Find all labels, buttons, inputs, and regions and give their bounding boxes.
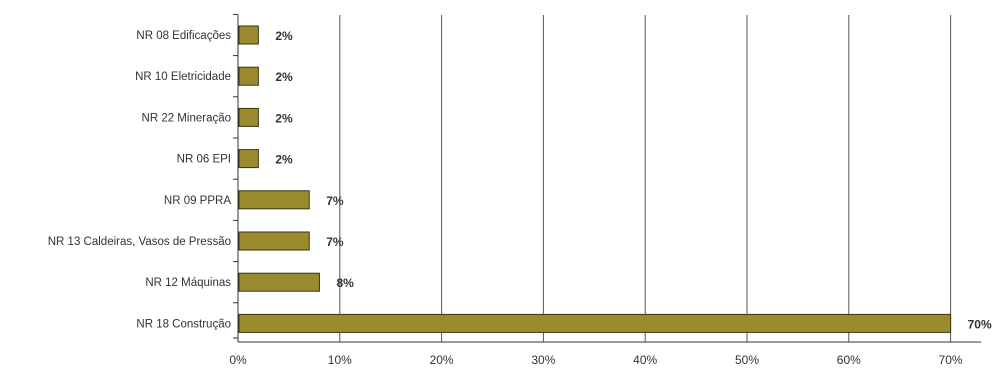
category-label: NR 13 Caldeiras, Vasos de Pressão [48, 236, 231, 248]
bar [238, 313, 952, 333]
data-label: 2% [275, 111, 293, 125]
bar [238, 66, 259, 86]
category-label: NR 22 Mineração [142, 112, 231, 124]
data-label: 8% [336, 276, 354, 290]
bar [238, 25, 259, 45]
data-label: 2% [275, 153, 293, 167]
bar [238, 272, 320, 292]
x-tick-label: 70% [939, 353, 963, 367]
x-tick-label: 50% [735, 353, 759, 367]
data-label: 2% [275, 70, 293, 84]
x-tick-label: 0% [229, 353, 247, 367]
data-label: 70% [968, 317, 992, 331]
x-tick-label: 10% [328, 353, 352, 367]
category-label: NR 06 EPI [177, 154, 231, 166]
x-tick-label: 60% [837, 353, 861, 367]
x-tick-label: 20% [430, 353, 454, 367]
category-label: NR 09 PPRA [164, 195, 231, 207]
data-label: 2% [275, 29, 293, 43]
category-label: NR 18 Construção [136, 318, 231, 330]
data-label: 7% [326, 235, 344, 249]
bar [238, 190, 310, 210]
x-tick-label: 40% [633, 353, 657, 367]
category-label: NR 10 Eletricidade [135, 71, 231, 83]
bar [238, 149, 259, 169]
bar [238, 231, 310, 251]
data-label: 7% [326, 194, 344, 208]
x-tick-label: 30% [531, 353, 555, 367]
category-label: NR 08 Edificações [136, 30, 231, 42]
category-label: NR 12 Máquinas [145, 277, 231, 289]
bar [238, 107, 259, 127]
